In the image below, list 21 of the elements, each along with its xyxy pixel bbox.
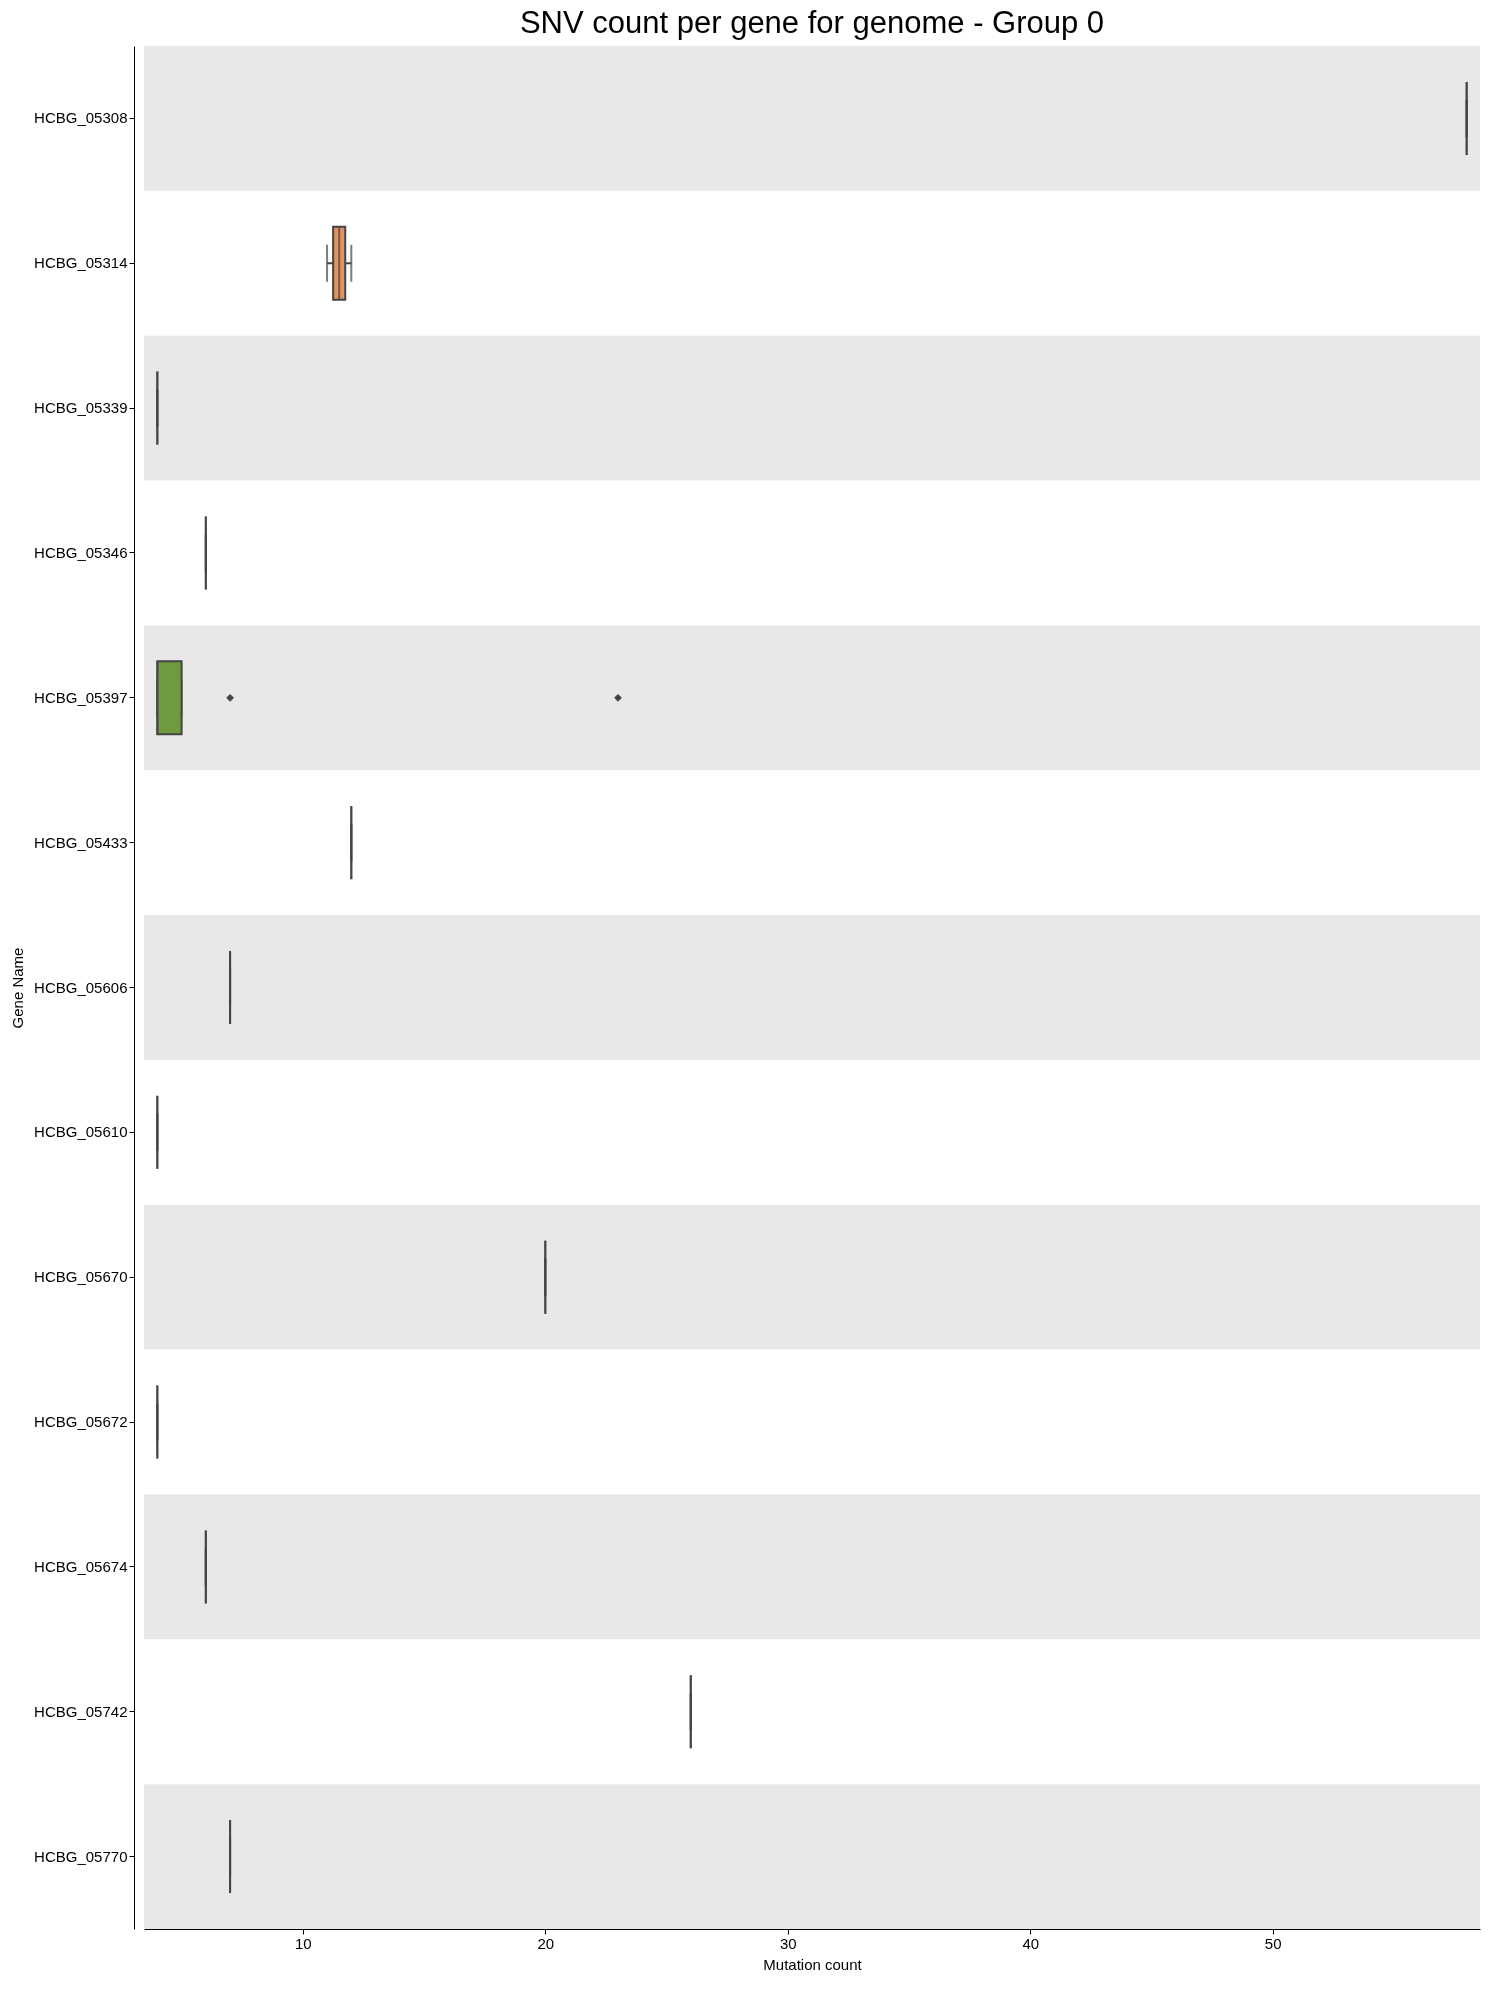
y-tick-label: HCBG_05433	[34, 833, 128, 851]
y-tick-label: HCBG_05314	[34, 254, 128, 272]
chart-title: SNV count per gene for genome - Group 0	[519, 5, 1105, 40]
x-tick-label: 10	[294, 1934, 312, 1952]
y-tick-label: HCBG_05346	[34, 543, 128, 561]
y-tick-label: HCBG_05606	[34, 978, 128, 996]
y-tick-label: HCBG_05674	[34, 1557, 128, 1575]
y-tick-label: HCBG_05670	[34, 1268, 128, 1286]
y-tick-label: HCBG_05339	[34, 399, 128, 417]
y-tick-label: HCBG_05610	[34, 1123, 128, 1141]
y-tick-label: HCBG_05742	[34, 1702, 128, 1720]
y-tick-label: HCBG_05308	[34, 109, 128, 127]
y-axis-title: Gene Name	[9, 947, 27, 1029]
x-tick-label: 50	[1264, 1934, 1282, 1952]
y-tick-label: HCBG_05672	[34, 1413, 128, 1431]
x-tick-label: 20	[537, 1934, 555, 1952]
y-tick-label: HCBG_05397	[34, 688, 128, 706]
x-axis-title: Mutation count	[763, 1955, 863, 1973]
y-tick-label: HCBG_05770	[34, 1847, 128, 1865]
x-tick-label: 40	[1022, 1934, 1040, 1952]
x-tick-label: 30	[779, 1934, 797, 1952]
